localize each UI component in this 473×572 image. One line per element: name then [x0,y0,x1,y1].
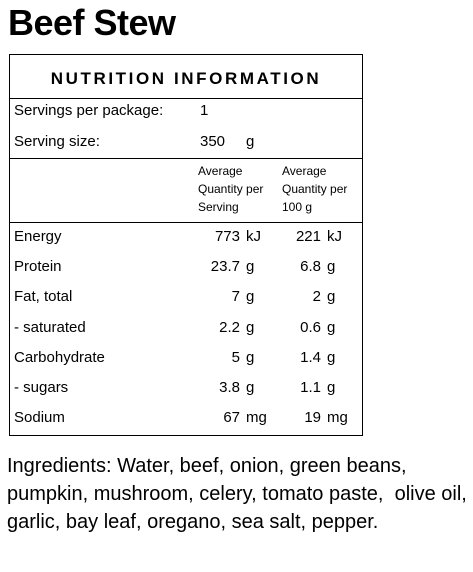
nutrition-panel: NUTRITION INFORMATION Servings per packa… [9,54,363,436]
title: Beef Stew [8,2,176,43]
per-100g-unit: mg [327,409,348,427]
per-100g-unit: g [327,258,336,276]
panel-heading: NUTRITION INFORMATION [50,69,322,88]
serving-size-label: Serving size: [14,133,100,150]
per-100g-value: 221 [295,228,321,245]
rule [10,222,362,223]
per-100g-value: 19 [304,409,321,427]
per-serving-value: 2.2 [219,318,240,336]
nutrient-label: - sugars [14,379,69,396]
per-serving-value: 23.7 [210,258,240,276]
per-serving-unit: g [246,318,255,336]
column-header: Average Quantity per 100 g [282,164,348,214]
per-100g-value: 1.4 [300,348,321,366]
serving-size-value: 350 [200,133,226,150]
per-serving-unit: kJ [246,228,261,245]
rule [10,158,362,159]
per-100g-unit: g [327,379,336,396]
per-serving-value: 3.8 [219,379,240,396]
per-serving-unit: g [246,379,255,396]
serving-size-unit: g [246,133,255,150]
column-header: Average Quantity per Serving [198,164,264,214]
per-serving-unit: g [246,348,255,366]
nutrient-label: Fat, total [14,288,73,306]
per-serving-unit: g [246,288,255,306]
per-100g-unit: g [327,348,336,366]
nutrient-label: Sodium [14,409,65,427]
per-100g-value: 2 [312,288,321,306]
per-serving-unit: mg [246,409,267,427]
ingredients: Ingredients: Water, beef, onion, green b… [7,455,473,533]
per-100g-value: 6.8 [300,258,321,276]
per-100g-unit: kJ [327,228,342,245]
per-serving-value: 773 [214,228,240,245]
per-serving-value: 67 [223,409,240,427]
per-serving-value: 5 [231,348,240,366]
servings-value: 1 [200,102,209,119]
nutrient-label: Protein [14,258,62,276]
per-100g-unit: g [327,288,336,306]
servings-label: Servings per package: [14,102,164,119]
rule [10,98,362,99]
per-100g-value: 1.1 [300,379,321,396]
nutrient-label: Carbohydrate [14,348,105,366]
per-serving-unit: g [246,258,255,276]
nutrient-label: Energy [14,228,62,245]
per-serving-value: 7 [231,288,240,306]
nutrient-label: - saturated [14,318,86,336]
per-100g-unit: g [327,318,336,336]
per-100g-value: 0.6 [300,318,321,336]
